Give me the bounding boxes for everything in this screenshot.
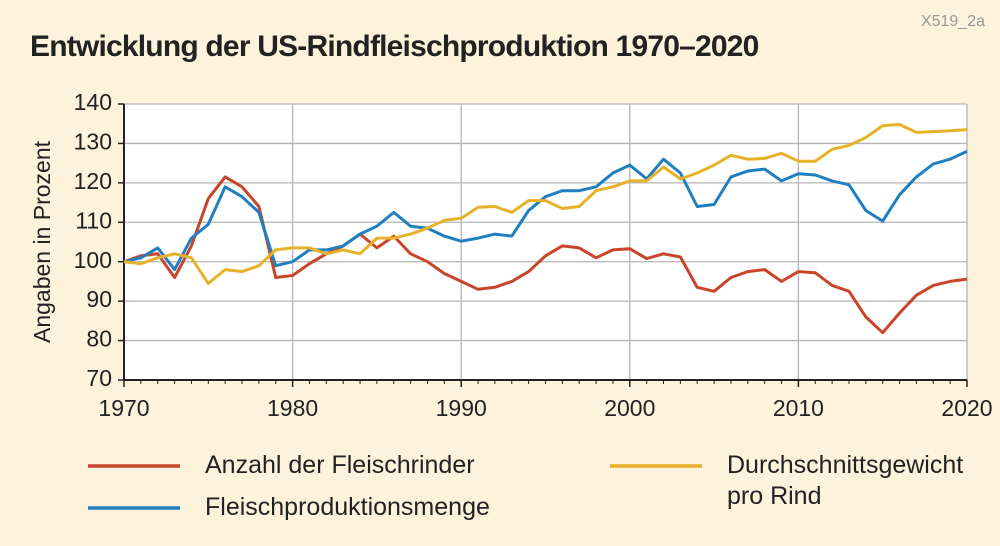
y-tick-label: 120 xyxy=(74,168,112,194)
data-line xyxy=(123,149,968,272)
legend-label: Fleischproduktionsmenge xyxy=(205,493,490,521)
x-tick-label: 1990 xyxy=(436,395,487,421)
x-tick-label: 2000 xyxy=(604,395,655,421)
chart-title: Entwicklung der US-Rindfleischproduktion… xyxy=(30,30,759,63)
y-tick-label: 90 xyxy=(86,286,112,312)
x-tick-label: 2010 xyxy=(773,395,824,421)
y-tick-label: 80 xyxy=(86,326,112,352)
y-tick-label: 130 xyxy=(74,129,112,155)
y-tick-label: 70 xyxy=(86,365,112,391)
x-tick-label: 2020 xyxy=(941,395,992,421)
legend-label: Anzahl der Fleischrinder xyxy=(205,451,475,479)
y-axis-label: Angaben in Prozent xyxy=(29,140,55,343)
data-line xyxy=(123,123,968,285)
x-tick-label: 1980 xyxy=(267,395,318,421)
x-tick-label: 1970 xyxy=(98,395,149,421)
plot-area xyxy=(124,104,967,380)
legend-label: Durchschnittsgewicht pro Rind xyxy=(727,451,964,510)
y-tick-label: 100 xyxy=(74,247,112,273)
y-tick-label: 140 xyxy=(74,89,112,115)
y-tick-label: 110 xyxy=(75,207,112,233)
code-label: X519_2a xyxy=(921,13,985,30)
